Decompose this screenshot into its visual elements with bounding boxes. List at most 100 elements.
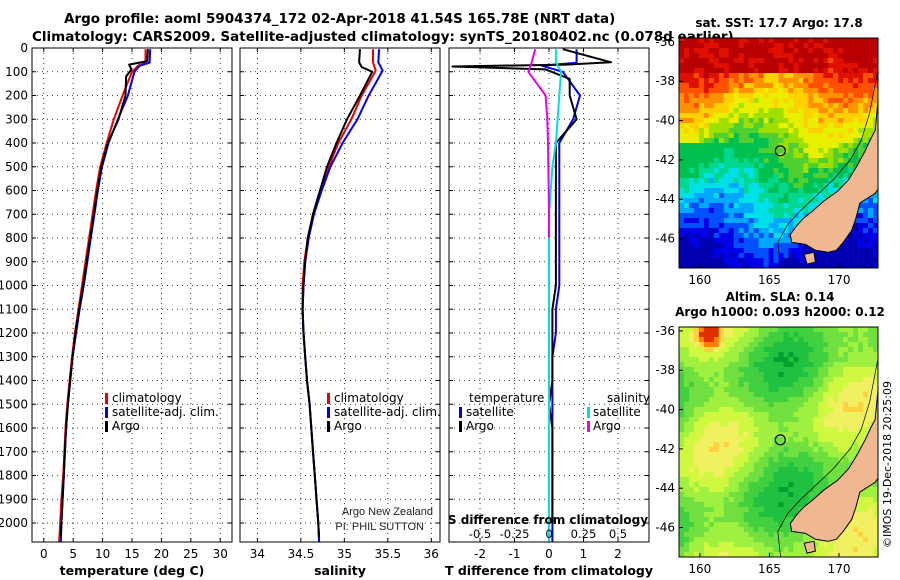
sla-cell: [773, 427, 779, 433]
sst-cell: [713, 238, 720, 244]
sla-cell: [713, 467, 720, 473]
sst-cell: [873, 48, 878, 54]
sst-cell: [848, 253, 854, 259]
sst-cell: [743, 173, 749, 179]
sla-cell: [833, 362, 839, 368]
sla-cell: [679, 447, 685, 453]
sla-cell: [728, 357, 735, 363]
sla-cell: [698, 337, 705, 343]
sla-cell: [818, 477, 824, 483]
sst-cell: [693, 48, 700, 54]
sla-cell: [698, 542, 705, 548]
sla-cell: [738, 427, 744, 433]
sst-cell: [698, 193, 705, 199]
sst-cell: [703, 173, 710, 179]
sst-cell: [708, 138, 715, 144]
sla-cell: [853, 337, 859, 343]
sla-cell: [763, 417, 769, 423]
sst-cell: [758, 228, 764, 234]
sst-cell: [838, 258, 844, 264]
sst-cell: [828, 48, 834, 54]
sst-cell: [708, 48, 715, 54]
sla-cell: [683, 502, 690, 508]
sst-cell: [723, 63, 730, 69]
sla-cell: [679, 547, 685, 553]
sla-cell: [848, 347, 854, 353]
sla-ytick-label: -40: [655, 403, 675, 417]
sst-cell: [688, 93, 695, 99]
sla-cell: [868, 387, 874, 393]
sst-cell: [788, 203, 794, 209]
sst-cell: [833, 263, 839, 268]
sst-cell: [848, 153, 854, 159]
sla-cell: [688, 512, 695, 518]
sst-cell: [679, 48, 685, 54]
s-difference-tick-label: 0.5: [609, 527, 627, 541]
sst-cell: [803, 68, 809, 74]
sla-cell: [868, 412, 874, 418]
sla-cell: [693, 442, 700, 448]
sla-cell: [848, 422, 854, 428]
sla-cell: [793, 362, 799, 368]
sst-cell: [833, 153, 839, 159]
sst-cell: [683, 168, 690, 174]
sla-cell: [843, 532, 849, 538]
sst-cell: [748, 113, 754, 119]
sst-cell: [723, 233, 730, 239]
sla-cell: [743, 497, 749, 503]
series-line-s-satellite: [548, 49, 563, 542]
sst-cell: [763, 133, 769, 139]
legend-t-argo-label: Argo: [466, 419, 494, 433]
sst-cell: [813, 183, 819, 189]
sst-cell: [713, 258, 720, 264]
sst-cell: [733, 173, 739, 179]
sla-cell: [688, 442, 695, 448]
sla-cell: [818, 412, 824, 418]
sla-cell: [708, 522, 715, 528]
sla-cell: [828, 357, 834, 363]
sla-cell: [773, 467, 779, 473]
sla-cell: [803, 432, 809, 438]
sst-cell: [758, 193, 764, 199]
sst-cell: [688, 193, 695, 199]
sst-cell: [688, 73, 695, 79]
sla-cell: [868, 547, 874, 553]
sst-cell: [818, 173, 824, 179]
sla-cell: [793, 357, 799, 363]
sla-cell: [753, 502, 759, 508]
sla-cell: [838, 377, 844, 383]
sla-cell: [763, 547, 769, 553]
sst-cell: [798, 263, 804, 268]
depth-tick-label: 200: [5, 89, 28, 103]
sst-cell: [768, 213, 774, 219]
sla-cell: [798, 397, 804, 403]
sla-cell: [723, 327, 730, 333]
sst-cell: [823, 123, 829, 129]
sla-cell: [818, 547, 824, 553]
sst-cell: [698, 258, 705, 264]
sst-cell: [683, 83, 690, 89]
sst-cell: [753, 108, 759, 114]
sla-cell: [763, 492, 769, 498]
sla-cell: [848, 457, 854, 463]
sla-cell: [748, 342, 754, 348]
sst-cell: [748, 158, 754, 164]
sst-cell: [768, 193, 774, 199]
sst-cell: [863, 53, 869, 59]
sla-cell: [758, 407, 764, 413]
sst-cell: [833, 148, 839, 154]
sla-cell: [803, 487, 809, 493]
difference-xtick-label: 0: [545, 547, 553, 561]
sla-cell: [733, 502, 739, 508]
sla-cell: [813, 442, 819, 448]
sla-cell: [683, 487, 690, 493]
sla-cell: [843, 457, 849, 463]
sla-cell: [683, 332, 690, 338]
sst-cell: [723, 253, 730, 259]
sla-cell: [738, 537, 744, 543]
sst-cell: [703, 233, 710, 239]
sst-cell: [808, 188, 814, 194]
sst-cell: [808, 153, 814, 159]
sst-cell: [773, 163, 779, 169]
sla-cell: [778, 447, 784, 453]
